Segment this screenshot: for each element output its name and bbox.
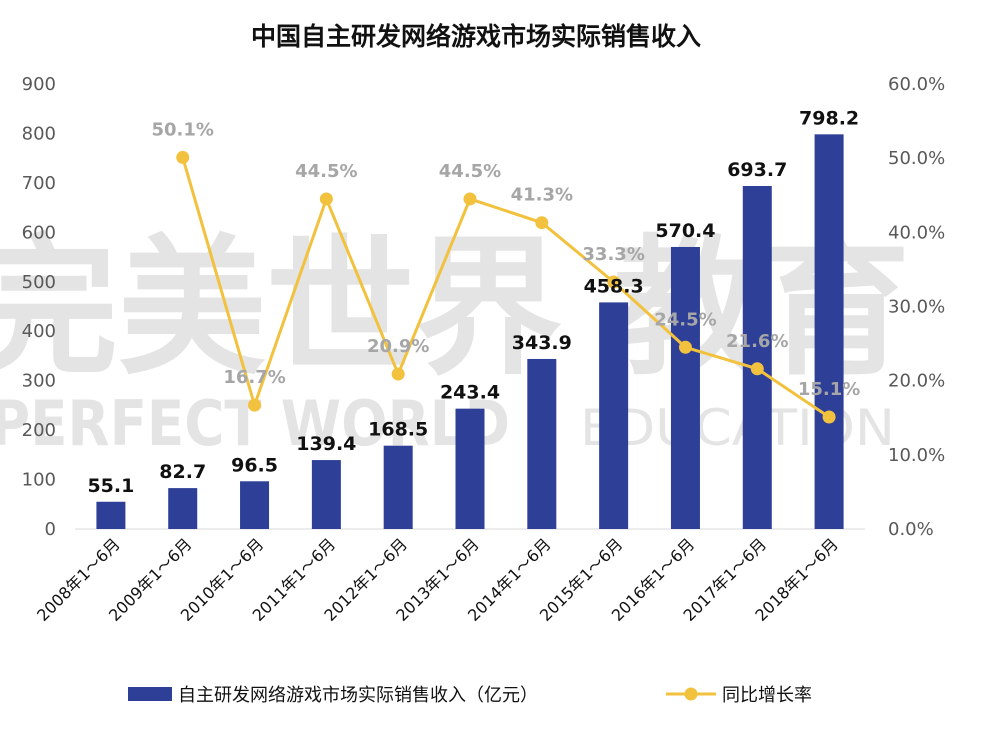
- growth-point: [463, 192, 477, 206]
- bars: [96, 134, 844, 530]
- y-left-tick: 700: [22, 173, 56, 194]
- y-right-tick: 10.0%: [888, 445, 945, 466]
- y-left-tick: 400: [22, 321, 56, 342]
- y-left-tick: 500: [22, 272, 56, 293]
- bar: [599, 302, 629, 529]
- watermark-en-left: PERFECT WORLD: [0, 387, 510, 460]
- growth-value-label: 44.5%: [295, 161, 357, 182]
- bar-value-label: 343.9: [512, 332, 572, 354]
- growth-line: [176, 150, 836, 424]
- bar: [670, 246, 700, 530]
- growth-point: [750, 362, 764, 376]
- bar-value-label: 139.4: [296, 433, 356, 455]
- bar-value-label: 570.4: [655, 220, 715, 242]
- y-right-tick: 60.0%: [888, 74, 945, 95]
- y-left-tick: 200: [22, 420, 56, 441]
- growth-value-label: 16.7%: [223, 367, 285, 388]
- data-labels: 55.1 82.7 96.5 139.4 168.5 243.4 343.9 458.3 570…: [87, 107, 860, 496]
- bar-value-label: 82.7: [159, 461, 206, 483]
- y-right-tick: 50.0%: [888, 148, 945, 169]
- y-right-tick: 40.0%: [888, 222, 945, 243]
- bar: [240, 481, 270, 529]
- growth-value-label: 44.5%: [439, 161, 501, 182]
- y-right-tick: 30.0%: [888, 297, 945, 318]
- bar-value-label: 96.5: [231, 454, 278, 476]
- bar-value-label: 693.7: [727, 159, 787, 181]
- bar: [311, 460, 341, 529]
- y-right-tick: 0.0%: [888, 519, 934, 540]
- growth-value-label: 24.5%: [654, 309, 716, 330]
- growth-point: [822, 410, 836, 424]
- growth-value-label: 20.9%: [367, 336, 429, 357]
- growth-value-label: 21.6%: [726, 331, 788, 352]
- growth-value-label: 33.3%: [582, 244, 644, 265]
- growth-point: [607, 275, 621, 289]
- growth-value-label: 41.3%: [511, 185, 573, 206]
- growth-point: [176, 150, 190, 164]
- bar: [96, 501, 126, 529]
- y-left-tick: 300: [22, 371, 56, 392]
- growth-value-label: 15.1%: [798, 379, 860, 400]
- bar-value-label: 798.2: [799, 107, 859, 129]
- legend-line-label: 同比增长率: [722, 685, 812, 706]
- watermark-cn: 完美世界 教育: [0, 222, 910, 396]
- growth-point: [319, 192, 333, 206]
- growth-point: [248, 398, 262, 412]
- growth-point: [535, 216, 549, 230]
- y-left-tick: 0: [45, 519, 56, 540]
- legend-bar-label: 自主研发网络游戏市场实际销售收入（亿元）: [178, 685, 538, 706]
- y-left-tick: 800: [22, 123, 56, 144]
- y-left-tick: 100: [22, 470, 56, 491]
- bar-value-label: 243.4: [440, 382, 500, 404]
- bar: [527, 358, 557, 529]
- y-left-tick: 600: [22, 222, 56, 243]
- bar-value-label: 55.1: [87, 475, 134, 497]
- chart-title: 中国自主研发网络游戏市场实际销售收入: [251, 22, 701, 51]
- y-left-tick: 900: [22, 74, 56, 95]
- legend-line-marker: [684, 687, 698, 701]
- bar: [383, 445, 413, 529]
- growth-line-path: [181, 157, 830, 419]
- bar: [455, 408, 485, 529]
- legend-bar-swatch: [128, 687, 172, 701]
- growth-point: [678, 340, 692, 354]
- bar: [814, 134, 844, 529]
- x-axis-ticks: 2008年1～6月2009年1～6月2010年1～6月2011年1～6月2012…: [33, 534, 842, 625]
- bar-value-label: 458.3: [584, 275, 644, 297]
- bar: [742, 186, 772, 529]
- axes: 0 100 200 300 400 500 600 700 800 900 0.0% 10.0% 20.…: [22, 74, 946, 540]
- bar: [168, 488, 198, 529]
- y-right-tick: 20.0%: [888, 371, 945, 392]
- bar-value-label: 168.5: [368, 419, 428, 441]
- growth-point: [391, 367, 405, 381]
- legend: 自主研发网络游戏市场实际销售收入（亿元） 同比增长率: [128, 685, 812, 706]
- growth-value-label: 50.1%: [152, 119, 214, 140]
